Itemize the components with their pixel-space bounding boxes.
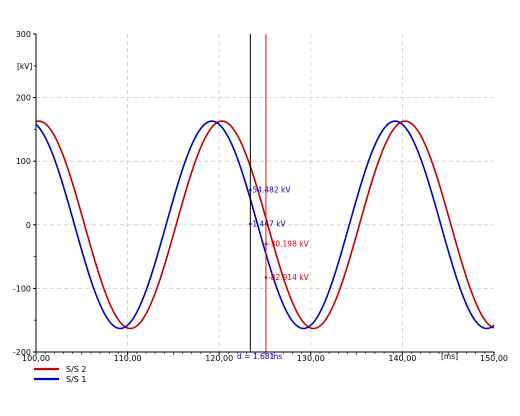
- y-tick-label: 0: [26, 221, 31, 230]
- legend-label-2: S/S 1: [66, 375, 86, 384]
- cursor-point: [249, 188, 252, 192]
- x-axis-unit-label: [ms]: [441, 352, 458, 361]
- series-line-2: [35, 120, 495, 330]
- series-line-1: [35, 120, 495, 330]
- x-tick-label: 130,00: [297, 354, 325, 363]
- x-tick-label: 100,00: [22, 354, 50, 363]
- series-layer: [35, 120, 495, 330]
- cursor-delta-label: d = 1.681: [237, 352, 275, 361]
- grid-lines: [36, 34, 494, 352]
- x-tick-label: 140,00: [388, 354, 416, 363]
- cursor-point: [264, 276, 268, 279]
- cursor-delta-unit: ms: [271, 352, 282, 361]
- x-tick-label: 120,00: [205, 354, 233, 363]
- cursor-value-label: 1.447 kV: [252, 219, 286, 228]
- cursor-point: [249, 222, 252, 226]
- y-tick-label: -100: [13, 284, 31, 293]
- y-tick-label: 100: [16, 157, 31, 166]
- cursor-point: [264, 242, 268, 246]
- legend: S/S 2S/S 1: [34, 365, 86, 384]
- y-tick-label: 200: [16, 94, 31, 103]
- x-tick-label: 150,00: [480, 354, 508, 363]
- y-tick-label: -200: [13, 348, 31, 357]
- y-tick-label: 300: [16, 30, 31, 39]
- cursor-value-label: -30.198 kV: [268, 240, 310, 249]
- legend-label-1: S/S 2: [66, 365, 86, 374]
- y-axis-unit-label: [kV]: [17, 62, 32, 71]
- cursor-value-label: -82.914 kV: [268, 273, 310, 282]
- cursor-layer: 54.482 kV 1.447 kV -30.198 kV -82.914 kV: [249, 34, 310, 352]
- x-tick-label: 110,00: [114, 354, 142, 363]
- cursor-value-label: 54.482 kV: [252, 186, 291, 195]
